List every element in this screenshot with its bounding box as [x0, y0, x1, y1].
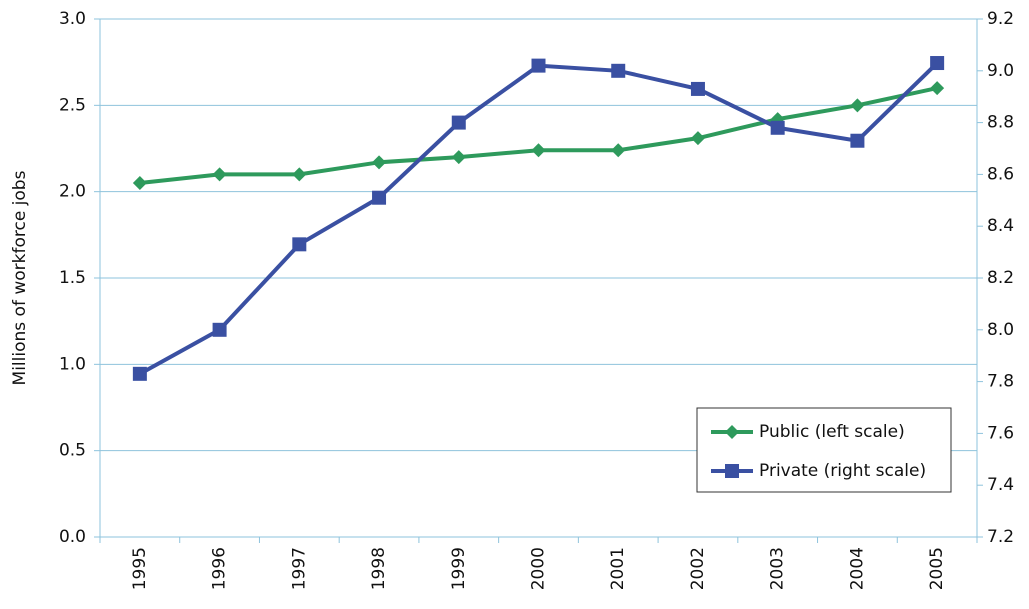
- marker: [451, 150, 466, 165]
- y2-tick-label: 7.4: [987, 475, 1014, 495]
- x-tick-label: 2003: [768, 547, 788, 590]
- x-tick-label: 1999: [449, 547, 469, 590]
- marker: [850, 133, 865, 148]
- marker: [372, 190, 387, 205]
- x-tick-label: 2002: [688, 547, 708, 590]
- marker: [292, 237, 307, 252]
- y2-tick-label: 7.6: [987, 423, 1014, 443]
- x-tick-label: 2000: [529, 547, 549, 590]
- x-tick-label: 2001: [608, 547, 628, 590]
- marker: [930, 56, 945, 71]
- y2-tick-label: 7.2: [987, 527, 1014, 547]
- legend-box: [696, 407, 952, 493]
- y-axis-label: Millions of workforce jobs: [10, 170, 30, 385]
- marker: [690, 81, 705, 96]
- marker: [850, 98, 865, 113]
- marker: [531, 143, 546, 158]
- marker: [212, 322, 227, 337]
- y-tick-label: 2.0: [59, 182, 86, 202]
- legend-marker: [725, 464, 739, 478]
- x-tick-label: 2005: [927, 547, 947, 590]
- x-tick-label: 1996: [210, 547, 230, 590]
- marker: [292, 167, 307, 182]
- y-tick-label: 3.0: [59, 9, 86, 29]
- y-tick-label: 1.5: [59, 268, 86, 288]
- marker: [132, 366, 147, 381]
- marker: [690, 131, 705, 146]
- legend-label: Private (right scale): [759, 461, 926, 481]
- marker: [212, 167, 227, 182]
- y-tick-label: 0.5: [59, 441, 86, 461]
- series-line: [138, 61, 939, 376]
- x-tick-label: 1997: [289, 547, 309, 590]
- y2-tick-label: 8.2: [987, 268, 1014, 288]
- y-tick-label: 2.5: [59, 95, 86, 115]
- x-tick-label: 1998: [369, 547, 389, 590]
- x-tick-label: 1995: [130, 547, 150, 590]
- marker: [132, 176, 147, 191]
- marker: [372, 155, 387, 170]
- marker: [611, 143, 626, 158]
- y2-tick-label: 8.6: [987, 164, 1014, 184]
- y2-tick-label: 8.4: [987, 216, 1014, 236]
- marker: [451, 115, 466, 130]
- marker: [770, 120, 785, 135]
- y2-tick-label: 9.2: [987, 9, 1014, 29]
- y-tick-label: 0.0: [59, 527, 86, 547]
- y2-tick-label: 8.0: [987, 320, 1014, 340]
- marker: [531, 58, 546, 73]
- legend-label: Public (left scale): [759, 422, 905, 442]
- legend-marker: [725, 425, 739, 439]
- x-tick-label: 2004: [847, 547, 867, 590]
- y2-tick-label: 9.0: [987, 61, 1014, 81]
- marker: [611, 63, 626, 78]
- marker: [930, 81, 945, 96]
- y-tick-label: 1.0: [59, 354, 86, 374]
- y2-tick-label: 8.8: [987, 113, 1014, 133]
- y2-tick-label: 7.8: [987, 372, 1014, 392]
